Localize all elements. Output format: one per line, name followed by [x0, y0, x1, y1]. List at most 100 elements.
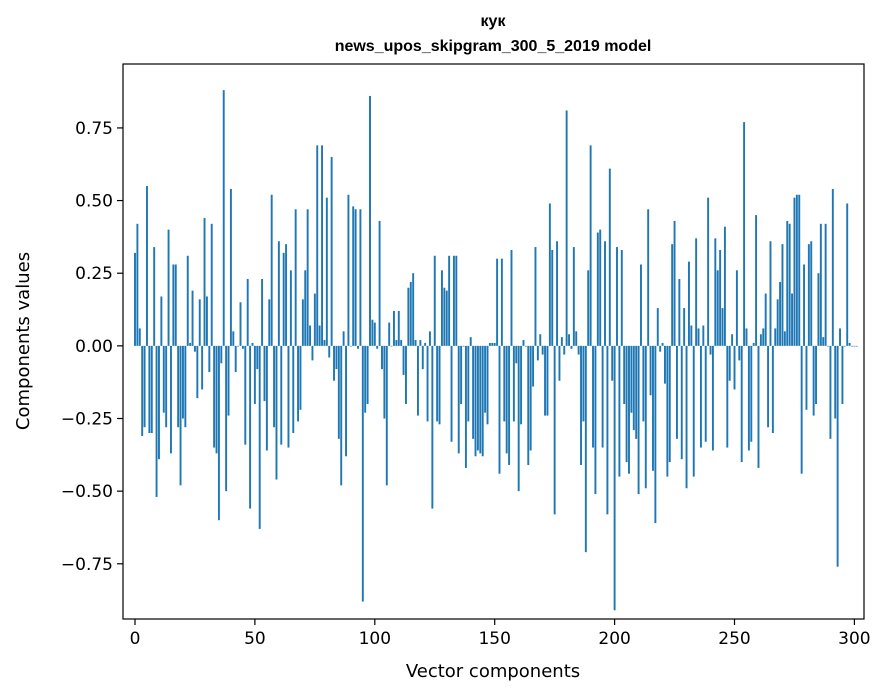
- bar: [407, 287, 410, 346]
- bar: [762, 328, 765, 346]
- bar: [822, 337, 825, 346]
- bar: [155, 345, 158, 497]
- bar: [249, 345, 252, 509]
- bar: [637, 345, 640, 495]
- bar: [745, 328, 748, 346]
- bar: [337, 345, 340, 439]
- bar: [318, 325, 321, 346]
- bar: [846, 203, 849, 346]
- bar: [500, 258, 503, 346]
- bars-group: [134, 90, 858, 611]
- bar: [714, 238, 717, 346]
- bar: [532, 345, 535, 387]
- bar: [436, 345, 439, 422]
- bar: [735, 270, 738, 346]
- bar: [210, 223, 213, 346]
- bar: [443, 287, 446, 346]
- bar: [146, 186, 148, 346]
- bar: [508, 345, 511, 465]
- bar: [239, 302, 242, 346]
- bar: [723, 226, 726, 346]
- bar: [635, 345, 638, 439]
- bar: [215, 345, 218, 454]
- bar: [750, 345, 753, 442]
- bar: [424, 342, 427, 346]
- bar: [623, 345, 626, 404]
- bar: [664, 345, 666, 384]
- y-tick-label: 0.50: [75, 192, 113, 212]
- bar: [589, 145, 592, 346]
- bar: [697, 328, 700, 346]
- bar: [541, 345, 544, 355]
- bar: [625, 345, 628, 463]
- x-axis-label: Vector components: [406, 661, 580, 682]
- bar: [383, 345, 386, 419]
- bar: [759, 334, 762, 346]
- bar: [421, 345, 424, 370]
- bar: [172, 264, 175, 346]
- bar: [827, 345, 829, 347]
- bar: [572, 247, 575, 346]
- bar: [203, 218, 206, 346]
- bar: [405, 345, 407, 404]
- bar: [390, 345, 393, 347]
- bar: [546, 345, 549, 416]
- bar: [743, 122, 746, 346]
- bar: [335, 345, 338, 370]
- bar: [263, 345, 266, 402]
- bar: [618, 345, 621, 477]
- bar: [649, 345, 652, 396]
- bar: [232, 331, 235, 346]
- y-tick-label: −0.50: [61, 482, 113, 502]
- bar: [695, 238, 698, 346]
- bar: [536, 345, 539, 361]
- bar: [848, 342, 851, 346]
- bar: [747, 345, 750, 451]
- bar: [517, 345, 520, 492]
- bar: [304, 270, 307, 346]
- bar: [340, 345, 343, 486]
- bar: [141, 345, 144, 436]
- bar: [829, 345, 832, 439]
- bar: [764, 293, 767, 346]
- bar: [287, 345, 290, 448]
- bar: [673, 220, 676, 346]
- bar: [702, 325, 705, 346]
- x-tick-label: 0: [130, 629, 141, 649]
- bar: [313, 293, 316, 346]
- x-tick-label: 100: [359, 629, 391, 649]
- bar: [692, 345, 695, 477]
- bar: [184, 345, 187, 428]
- bar: [198, 299, 201, 346]
- bar: [234, 345, 237, 373]
- bar: [560, 337, 563, 346]
- bar: [831, 188, 834, 346]
- bar: [280, 345, 283, 445]
- bar: [136, 223, 139, 346]
- x-tick-label: 50: [244, 629, 266, 649]
- bar: [556, 241, 559, 346]
- bar: [836, 345, 839, 567]
- bar: [601, 345, 604, 448]
- y-tick-label: 0.25: [75, 264, 113, 284]
- bar: [642, 345, 645, 422]
- bar: [193, 345, 196, 352]
- bar: [381, 345, 383, 370]
- bar: [680, 345, 683, 460]
- bar: [208, 345, 211, 373]
- bar: [479, 345, 482, 454]
- bar: [721, 308, 724, 346]
- bar: [654, 345, 657, 524]
- bar: [656, 308, 659, 346]
- bar: [486, 345, 489, 425]
- bar: [170, 345, 172, 454]
- bar: [448, 255, 451, 346]
- bar: [352, 206, 355, 346]
- bar: [491, 342, 494, 346]
- bar: [568, 334, 570, 346]
- bar: [345, 345, 347, 457]
- bar: [606, 345, 609, 515]
- bar: [414, 340, 417, 346]
- bar: [810, 241, 813, 346]
- bar: [323, 340, 326, 346]
